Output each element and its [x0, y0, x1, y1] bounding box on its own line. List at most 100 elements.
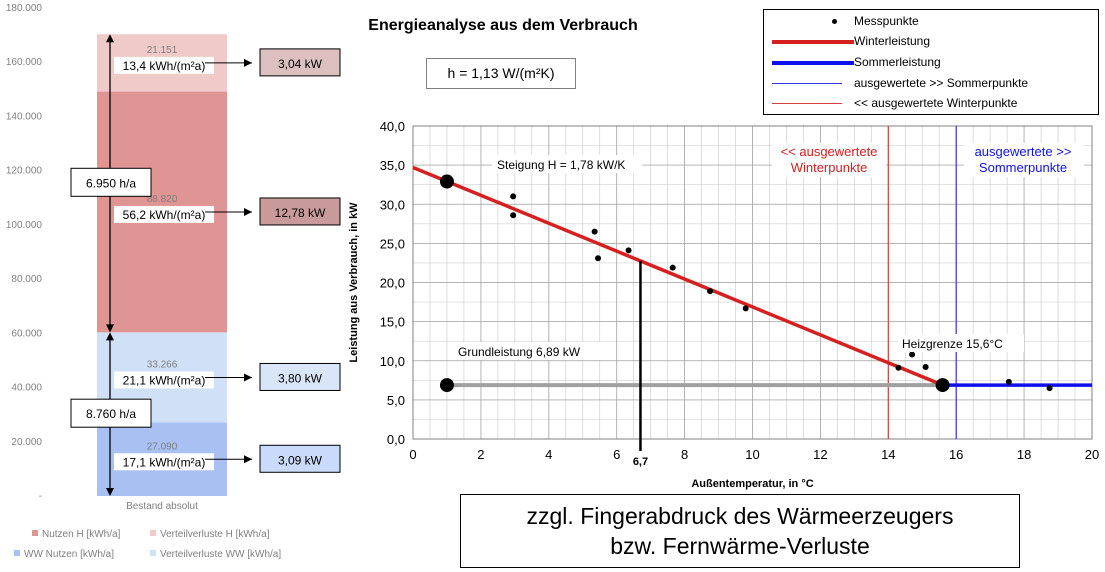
legend-swatch-icon	[32, 530, 38, 536]
x-axis-label: Außentemperatur, in °C	[691, 478, 813, 490]
x-tick-label: 16	[949, 447, 963, 462]
y-tick-label: 0,0	[387, 432, 405, 447]
legend-red-line-icon	[772, 40, 854, 44]
annotation-bg	[772, 143, 886, 177]
annotation-bg	[492, 155, 642, 173]
measurement-point	[922, 364, 929, 371]
heat-limit-annotation: Heizgrenze 15,6°C	[902, 337, 1003, 351]
measurement-point	[1005, 378, 1012, 385]
x-tick-label: 0	[409, 447, 416, 462]
legend-label-winterleistung: Winterleistung	[854, 34, 931, 48]
segment-label-bg	[114, 453, 214, 471]
measurement-point	[909, 351, 916, 358]
legend-label-sommerleistung: Sommerleistung	[854, 55, 941, 69]
y-tick-label: 15,0	[380, 315, 405, 330]
y-tick-label: 100.000	[6, 220, 43, 231]
y-tick-label: 60.000	[11, 328, 42, 339]
annotation-bg	[453, 342, 603, 360]
base-load-annotation: Grundleistung 6,89 kW	[458, 345, 581, 359]
legend-thin-blue-line-icon	[772, 83, 842, 84]
legend-label-messpunkte: Messpunkte	[854, 14, 919, 28]
key-point	[935, 378, 950, 393]
y-tick-label: 20.000	[11, 437, 42, 448]
measurement-point	[1046, 385, 1053, 392]
hours-box	[70, 167, 152, 197]
segment-specific-label: 21,1 kWh/(m²a)	[123, 373, 206, 387]
note-line-2: bzw. Fernwärme-Verluste	[610, 533, 870, 559]
x-tick-label: 18	[1017, 447, 1031, 462]
y-tick-label: 140.000	[6, 111, 43, 122]
y-tick-label: 10,0	[380, 354, 405, 369]
segment-specific-label: 56,2 kWh/(m²a)	[123, 208, 206, 222]
measurement-point	[707, 288, 714, 295]
arrowhead-icon	[244, 58, 252, 67]
bar-legend-label: Verteilverluste H [kWh/a]	[160, 529, 270, 540]
legend-thin-red-line-icon	[772, 103, 842, 104]
segment-value-label: 27.090	[147, 441, 178, 452]
scatter-legend: Messpunkte Winterleistung Sommerleistung…	[763, 9, 1099, 115]
y-tick-label: 30,0	[380, 197, 405, 212]
arrowhead-icon	[106, 332, 114, 341]
arrowhead-icon	[244, 207, 252, 216]
x-tick-label: 20	[1085, 447, 1099, 462]
annotation-bg	[898, 334, 1024, 352]
y-tick-label: 180.000	[6, 3, 43, 14]
temperature-power-chart: Energieanalyse aus dem Verbrauch 0,0 5,0 10…	[348, 17, 1099, 490]
y-tick-label: 120.000	[6, 166, 43, 177]
power-label: 3,09 kW	[278, 453, 323, 467]
key-point	[439, 378, 454, 393]
measurement-point	[669, 264, 676, 271]
power-box	[259, 197, 341, 226]
segment-value-label: 33.266	[147, 359, 178, 370]
y-tick-label: 160.000	[6, 57, 43, 68]
y-tick-label: 35,0	[380, 158, 405, 173]
arrowhead-icon	[106, 34, 114, 43]
bar-legend-label: Nutzen H [kWh/a]	[42, 529, 121, 540]
note-line-1: zzgl. Fingerabdruck des Wärmeerzeugers	[526, 503, 954, 529]
y-tick-label: -	[39, 491, 42, 502]
measurement-point	[510, 193, 517, 200]
measurement-point	[595, 255, 602, 262]
summer-region-label: ausgewertete >>	[975, 144, 1072, 159]
annotation-bg	[964, 143, 1084, 177]
power-box	[259, 48, 341, 77]
segment-label-bg	[114, 371, 214, 389]
measurement-point	[742, 305, 749, 312]
segment-label-bg	[114, 205, 214, 223]
x-category-label: Bestand absolut	[126, 501, 198, 512]
measurement-point	[895, 364, 902, 371]
hours-label: 8.760 h/a	[86, 407, 136, 421]
x-tick-label: 4	[545, 447, 552, 462]
legend-blue-line-icon	[772, 61, 854, 65]
y-tick-label: 5,0	[387, 393, 405, 408]
slope-annotation: Steigung H = 1,78 kW/K	[497, 158, 625, 172]
arrowhead-icon	[106, 488, 114, 496]
legend-dot-icon	[832, 19, 837, 24]
chart-title: Energieanalyse aus dem Verbrauch	[368, 17, 637, 34]
x-tick-label: 14	[881, 447, 895, 462]
y-axis-label: Leistung aus Verbrauch, in kW	[348, 202, 360, 363]
segment-specific-label: 17,1 kWh/(m²a)	[123, 455, 206, 469]
bar-legend-label: Verteilverluste WW [kWh/a]	[160, 549, 281, 560]
winter-region-label: << ausgewertete	[781, 144, 878, 159]
x-tick-label: 10	[745, 447, 759, 462]
measurement-point	[625, 247, 632, 254]
y-tick-label: 25,0	[380, 236, 405, 251]
power-label: 3,04 kW	[278, 57, 323, 71]
hours-label: 6.950 h/a	[86, 176, 136, 190]
summer-region-label: Sommerpunkte	[979, 160, 1067, 175]
legend-swatch-icon	[150, 550, 156, 556]
h-value-box: h = 1,13 W/(m²K)	[426, 58, 576, 89]
segment-specific-label: 13,4 kWh/(m²a)	[123, 59, 206, 73]
hours-box	[70, 398, 152, 428]
x-tick-label: 12	[813, 447, 827, 462]
power-label: 3,80 kW	[278, 371, 323, 385]
y-tick-label: 80.000	[11, 274, 42, 285]
legend-swatch-icon	[150, 530, 156, 536]
winter-line	[412, 165, 944, 387]
arrowhead-icon	[106, 324, 114, 333]
bar-legend-label: WW Nutzen [kWh/a]	[24, 549, 114, 560]
winter-region-label: Winterpunkte	[791, 160, 868, 175]
y-tick-label: 40.000	[11, 383, 42, 394]
y-tick-label: 40,0	[380, 119, 405, 134]
